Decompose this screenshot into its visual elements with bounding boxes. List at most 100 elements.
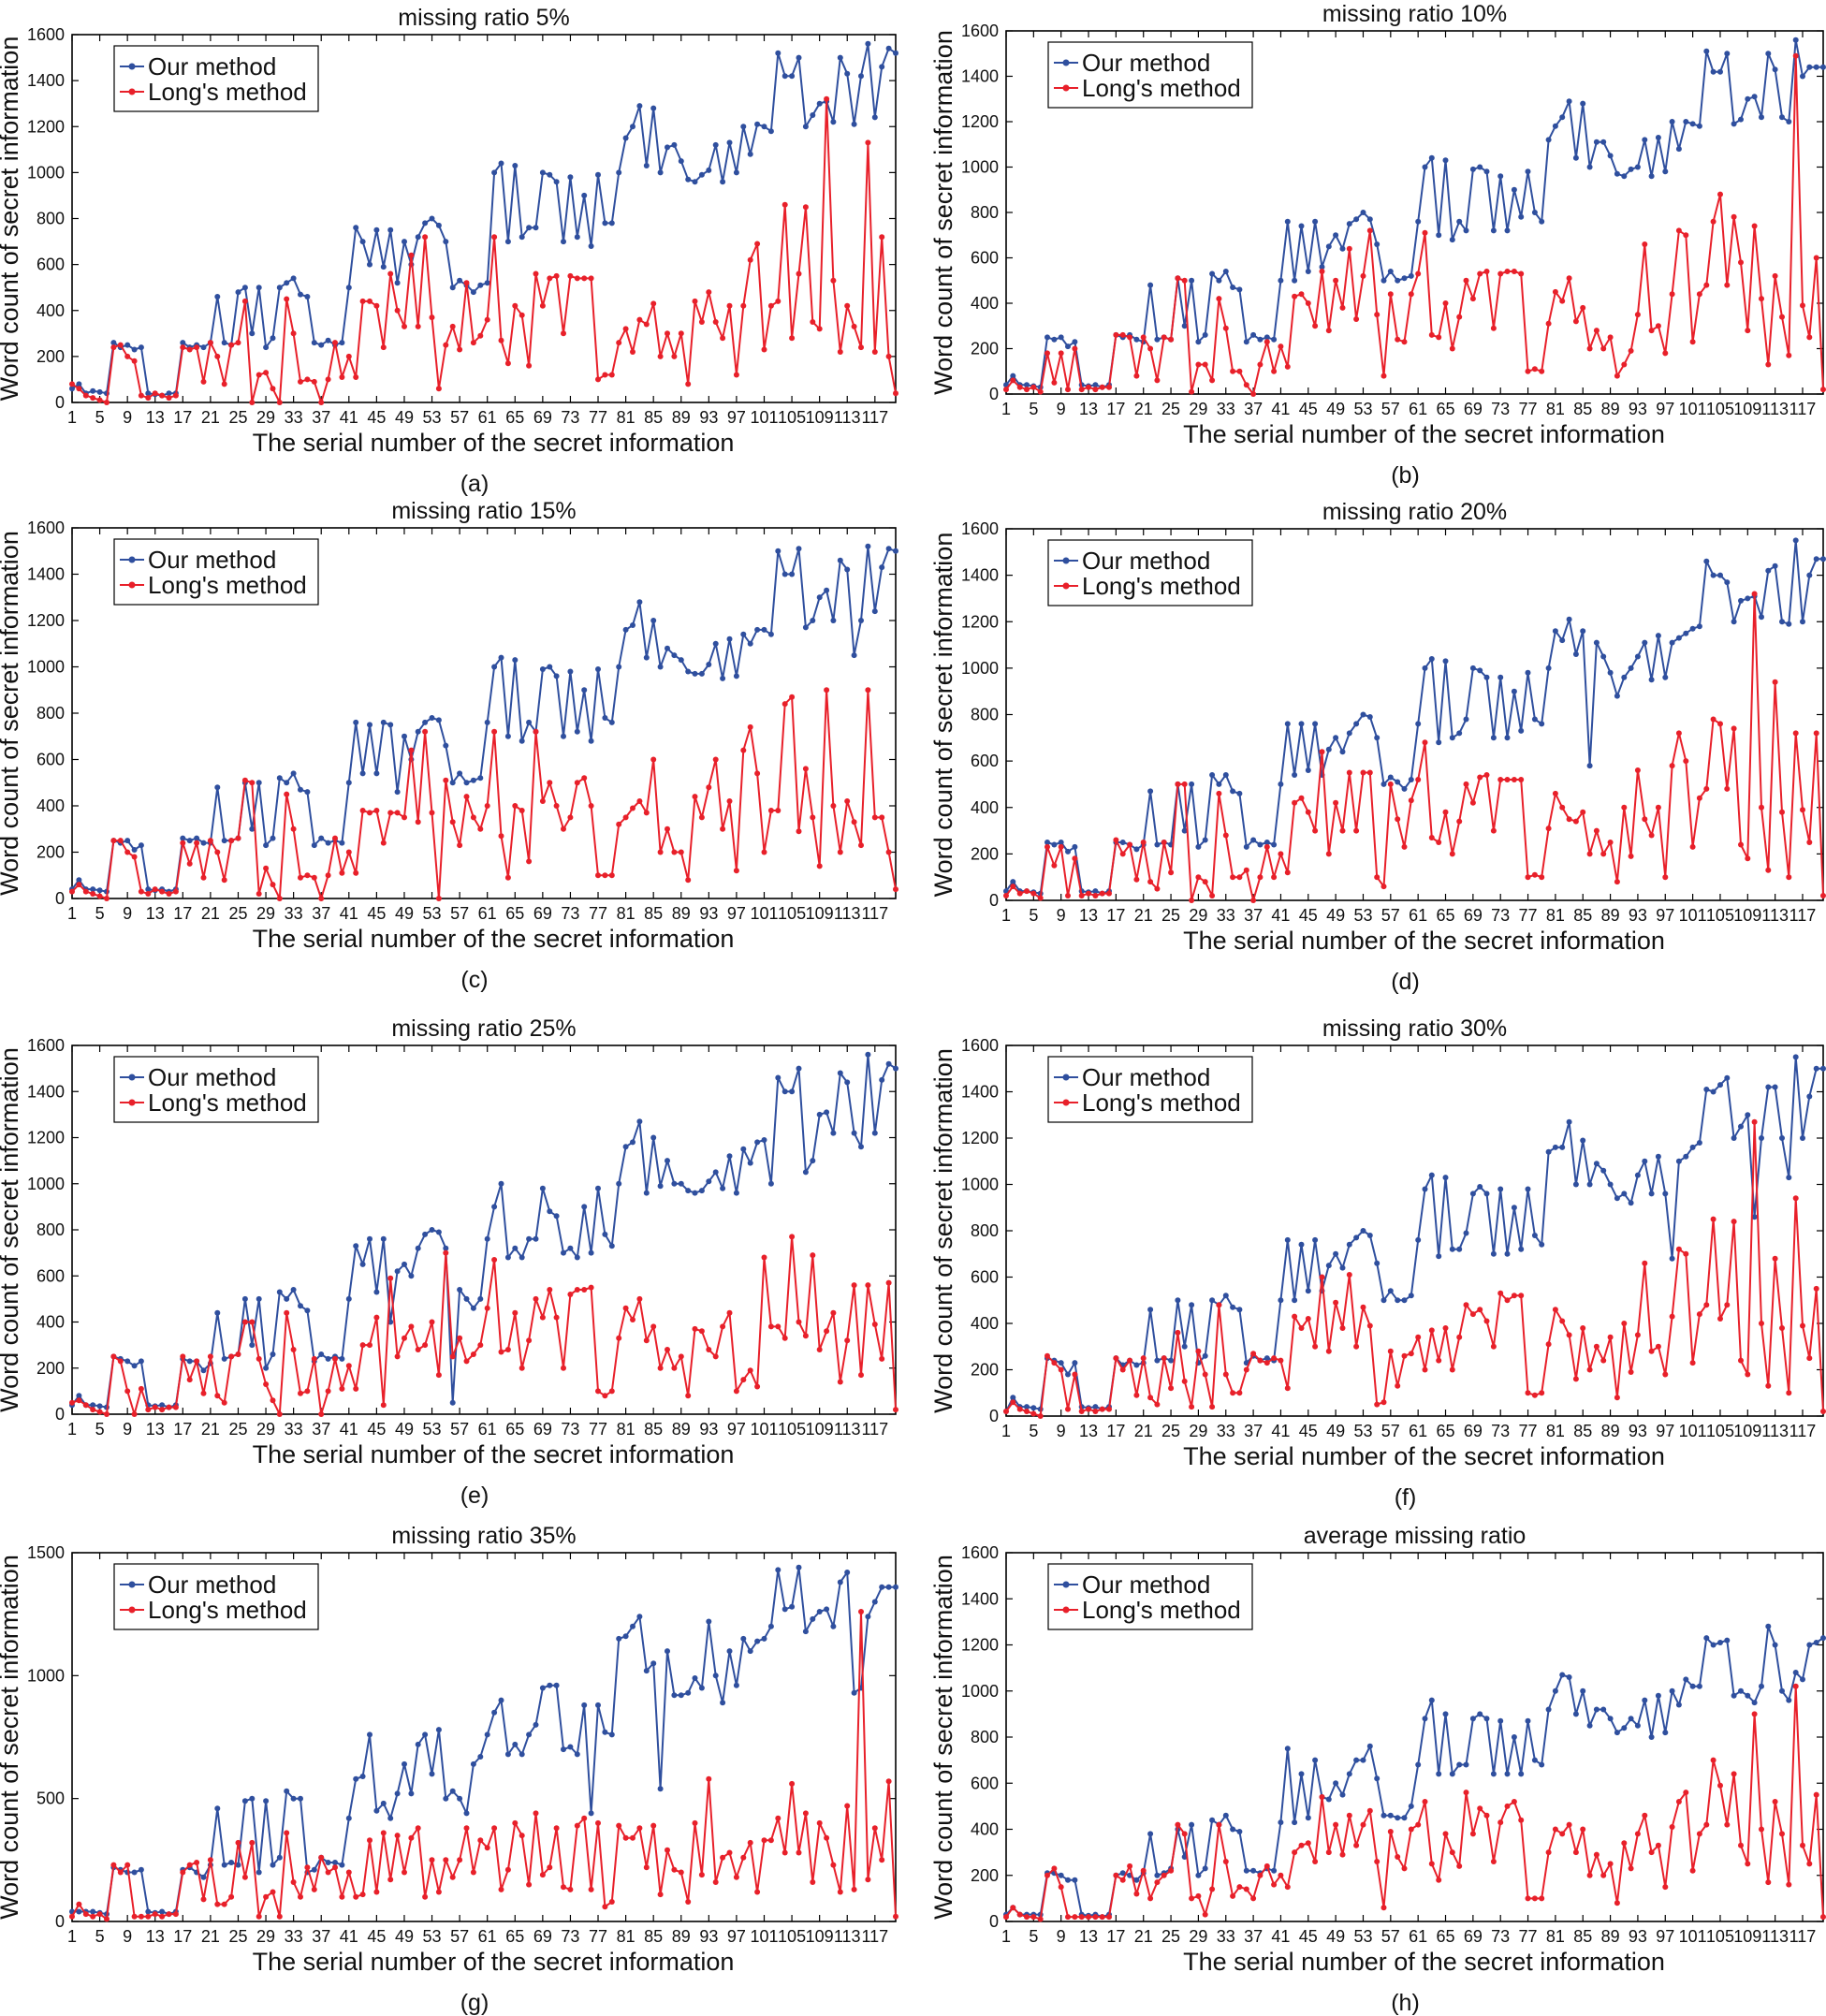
data-point: [816, 1111, 823, 1118]
x-tick-label: 89: [1601, 400, 1620, 418]
data-point: [429, 715, 435, 721]
data-point: [1751, 94, 1758, 100]
data-point: [561, 330, 566, 337]
data-point: [457, 1857, 463, 1863]
data-point: [1395, 1854, 1401, 1860]
data-point: [1765, 867, 1772, 873]
y-tick-label: 1200: [961, 1129, 999, 1147]
data-point: [553, 1213, 560, 1220]
data-point: [1243, 867, 1249, 873]
data-point: [194, 840, 200, 846]
data-point: [256, 1913, 262, 1920]
data-point: [706, 662, 712, 667]
data-point: [1634, 1722, 1641, 1729]
data-point: [1518, 1293, 1525, 1299]
data-point: [1765, 1623, 1772, 1629]
data-point: [402, 239, 407, 245]
data-point: [636, 1614, 643, 1620]
data-point: [574, 275, 580, 282]
data-point: [1675, 146, 1682, 153]
data-point: [1380, 781, 1387, 787]
data-point: [1483, 1191, 1490, 1197]
data-point: [789, 1234, 796, 1240]
data-point: [685, 1689, 692, 1696]
data-point: [124, 353, 131, 359]
data-point: [1401, 843, 1408, 850]
data-point: [1703, 282, 1710, 288]
data-point: [104, 1916, 110, 1922]
data-point: [270, 335, 276, 342]
x-axis-label: The serial number of the secret informat…: [1183, 1442, 1665, 1470]
data-point: [373, 1289, 380, 1295]
data-point: [712, 319, 719, 325]
data-point: [837, 349, 843, 355]
data-point: [1738, 841, 1744, 848]
data-point: [698, 1685, 705, 1691]
data-point: [1195, 843, 1202, 850]
data-point: [1147, 345, 1154, 352]
series-longs-method-line: [71, 97, 897, 403]
data-point: [1662, 1371, 1669, 1378]
data-point: [1696, 1831, 1702, 1837]
data-point: [1195, 339, 1202, 345]
data-point: [830, 803, 837, 809]
data-point: [1065, 1406, 1071, 1412]
x-tick-label: 113: [834, 904, 861, 923]
data-point: [1387, 269, 1394, 274]
data-point: [408, 1323, 415, 1330]
data-point: [402, 323, 407, 329]
data-point: [1765, 51, 1772, 57]
data-point: [1072, 843, 1078, 850]
data-point: [110, 1353, 117, 1360]
data-point: [1346, 1272, 1352, 1278]
data-point: [720, 1323, 726, 1330]
legend-label-longs: Long's method: [1082, 1596, 1241, 1624]
data-point: [1580, 100, 1586, 107]
data-point: [422, 728, 429, 735]
data-point: [858, 842, 864, 849]
data-point: [443, 239, 449, 245]
data-point: [124, 342, 131, 348]
data-point: [519, 234, 525, 241]
data-point: [547, 171, 553, 178]
data-point: [1222, 325, 1229, 331]
data-point: [733, 1682, 739, 1688]
data-point: [665, 144, 670, 151]
data-point: [1800, 807, 1805, 813]
data-point: [367, 1837, 373, 1844]
x-tick-label: 81: [617, 1420, 635, 1439]
data-point: [1333, 1821, 1339, 1828]
data-point: [311, 378, 317, 385]
data-point: [1497, 674, 1504, 680]
data-point: [1792, 1054, 1799, 1060]
data-point: [394, 1833, 401, 1839]
x-tick-label: 69: [533, 904, 552, 923]
data-point: [692, 179, 698, 185]
legend-label-longs: Long's method: [148, 78, 307, 106]
data-point: [1415, 777, 1422, 782]
legend-label-ours: Our method: [1082, 1570, 1210, 1599]
data-point: [429, 1319, 435, 1325]
data-point: [1456, 730, 1463, 737]
panel-caption: (b): [1391, 462, 1420, 489]
data-point: [844, 1337, 851, 1344]
x-tick-label: 5: [1029, 400, 1038, 418]
data-point: [871, 349, 878, 355]
data-point: [1552, 123, 1558, 129]
data-point: [1065, 893, 1071, 898]
panel-caption: (f): [1395, 1484, 1417, 1511]
data-point: [1703, 558, 1710, 564]
data-point: [740, 1146, 747, 1152]
x-tick-label: 81: [617, 904, 635, 923]
data-point: [1380, 1297, 1387, 1304]
data-point: [844, 798, 851, 804]
data-point: [1648, 1191, 1655, 1197]
data-point: [1037, 895, 1044, 901]
panel-f: missing ratio 30%02004006008001000120014…: [929, 1015, 1826, 1511]
data-point: [270, 882, 276, 888]
x-tick-label: 33: [285, 1927, 303, 1946]
data-point: [553, 272, 560, 279]
data-point: [595, 1185, 601, 1191]
y-tick-label: 0: [989, 1912, 999, 1931]
data-point: [180, 340, 186, 346]
